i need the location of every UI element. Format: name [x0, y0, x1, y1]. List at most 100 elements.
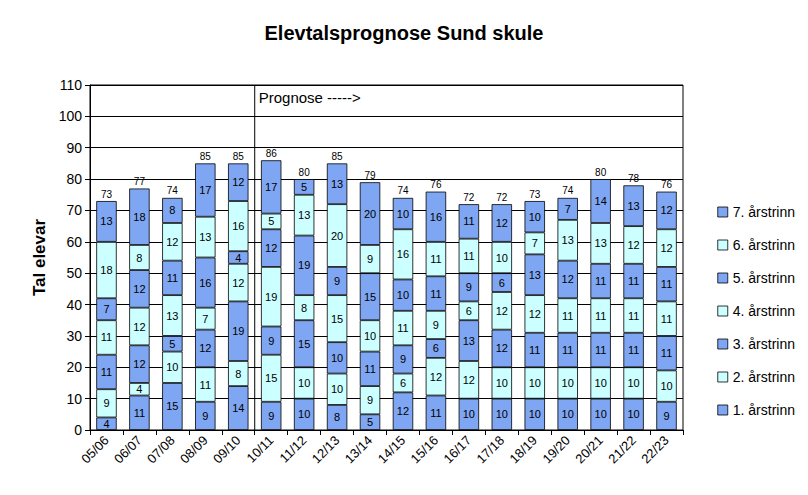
- svg-text:40: 40: [66, 297, 82, 313]
- svg-text:10: 10: [595, 377, 607, 389]
- svg-text:11: 11: [430, 407, 441, 419]
- svg-text:13: 13: [298, 209, 310, 221]
- svg-text:10: 10: [463, 408, 475, 420]
- svg-text:20: 20: [331, 230, 343, 242]
- svg-text:12: 12: [430, 371, 442, 383]
- svg-text:12: 12: [496, 217, 508, 229]
- svg-text:11: 11: [463, 215, 474, 227]
- svg-text:14: 14: [595, 195, 607, 207]
- svg-text:12: 12: [232, 176, 244, 188]
- svg-text:76: 76: [430, 179, 442, 190]
- svg-text:11: 11: [628, 344, 639, 356]
- svg-text:11/12: 11/12: [277, 433, 310, 466]
- svg-text:13: 13: [463, 335, 475, 347]
- svg-text:4. årstrinn: 4. årstrinn: [733, 303, 795, 319]
- svg-text:1. årstrinn: 1. årstrinn: [733, 402, 795, 418]
- svg-text:9: 9: [466, 281, 472, 293]
- svg-text:11: 11: [364, 363, 375, 375]
- svg-text:Prognose ----->: Prognose ----->: [259, 89, 361, 106]
- svg-text:12: 12: [199, 342, 211, 354]
- svg-text:9: 9: [103, 397, 109, 409]
- svg-text:12: 12: [166, 236, 178, 248]
- svg-text:11: 11: [562, 310, 573, 322]
- svg-text:11: 11: [397, 322, 408, 334]
- svg-text:77: 77: [134, 176, 146, 187]
- svg-text:17: 17: [199, 184, 211, 196]
- svg-text:15: 15: [166, 400, 178, 412]
- svg-text:9: 9: [268, 335, 274, 347]
- svg-text:72: 72: [496, 192, 508, 203]
- svg-text:20: 20: [364, 208, 376, 220]
- svg-text:10: 10: [298, 377, 310, 389]
- svg-text:13: 13: [529, 269, 541, 281]
- svg-text:10: 10: [166, 361, 178, 373]
- svg-text:11: 11: [628, 310, 639, 322]
- svg-text:100: 100: [59, 108, 83, 124]
- svg-text:74: 74: [167, 185, 179, 196]
- svg-text:Elevtalsprognose Sund skule: Elevtalsprognose Sund skule: [265, 22, 544, 44]
- svg-text:9: 9: [202, 410, 208, 422]
- svg-text:12: 12: [133, 358, 145, 370]
- svg-text:74: 74: [397, 185, 409, 196]
- svg-text:12: 12: [529, 308, 541, 320]
- svg-text:21/22: 21/22: [605, 433, 639, 467]
- svg-text:11: 11: [101, 366, 112, 378]
- svg-text:10: 10: [496, 377, 508, 389]
- svg-text:08/09: 08/09: [177, 433, 211, 467]
- svg-text:8: 8: [169, 204, 175, 216]
- svg-text:12: 12: [496, 305, 508, 317]
- svg-text:12: 12: [496, 342, 508, 354]
- svg-text:15: 15: [364, 291, 376, 303]
- svg-text:6: 6: [466, 305, 472, 317]
- svg-text:14/15: 14/15: [375, 433, 409, 467]
- svg-text:10: 10: [397, 208, 409, 220]
- svg-text:6. årstrinn: 6. årstrinn: [733, 237, 795, 253]
- svg-text:79: 79: [364, 170, 376, 181]
- svg-text:10: 10: [529, 408, 541, 420]
- svg-text:9: 9: [400, 353, 406, 365]
- svg-text:12: 12: [397, 405, 409, 417]
- svg-text:12: 12: [660, 204, 672, 216]
- svg-text:20: 20: [66, 359, 82, 375]
- svg-text:70: 70: [66, 202, 82, 218]
- svg-text:11: 11: [595, 310, 606, 322]
- svg-text:16: 16: [397, 248, 409, 260]
- svg-text:8: 8: [301, 302, 307, 314]
- svg-text:19: 19: [232, 325, 244, 337]
- svg-text:78: 78: [628, 173, 640, 184]
- svg-text:12: 12: [133, 283, 145, 295]
- svg-text:8: 8: [334, 411, 340, 423]
- svg-text:4: 4: [136, 383, 142, 395]
- svg-text:11: 11: [430, 288, 441, 300]
- svg-text:6: 6: [400, 377, 406, 389]
- svg-text:10: 10: [529, 377, 541, 389]
- svg-text:10: 10: [331, 383, 343, 395]
- svg-text:16: 16: [232, 220, 244, 232]
- svg-text:10: 10: [496, 252, 508, 264]
- svg-text:Tal elevar: Tal elevar: [30, 219, 49, 297]
- svg-text:13: 13: [595, 237, 607, 249]
- svg-text:13: 13: [331, 178, 343, 190]
- svg-text:19: 19: [265, 291, 277, 303]
- svg-text:8: 8: [235, 368, 241, 380]
- svg-text:11: 11: [167, 272, 178, 284]
- svg-text:06/07: 06/07: [111, 433, 145, 467]
- svg-text:11: 11: [661, 313, 672, 325]
- svg-text:13: 13: [199, 231, 211, 243]
- svg-text:9: 9: [433, 319, 439, 331]
- svg-text:10: 10: [627, 408, 639, 420]
- svg-text:20/21: 20/21: [572, 433, 606, 467]
- svg-text:90: 90: [66, 140, 82, 156]
- svg-text:7: 7: [532, 237, 538, 249]
- svg-text:12: 12: [232, 277, 244, 289]
- svg-text:12: 12: [627, 239, 639, 251]
- svg-text:9: 9: [268, 410, 274, 422]
- svg-text:11: 11: [595, 275, 606, 287]
- svg-text:9: 9: [663, 410, 669, 422]
- svg-text:10: 10: [331, 352, 343, 364]
- svg-text:13: 13: [166, 310, 178, 322]
- svg-text:16: 16: [199, 277, 211, 289]
- svg-text:16: 16: [430, 211, 442, 223]
- svg-text:13: 13: [562, 234, 574, 246]
- svg-text:13: 13: [627, 200, 639, 212]
